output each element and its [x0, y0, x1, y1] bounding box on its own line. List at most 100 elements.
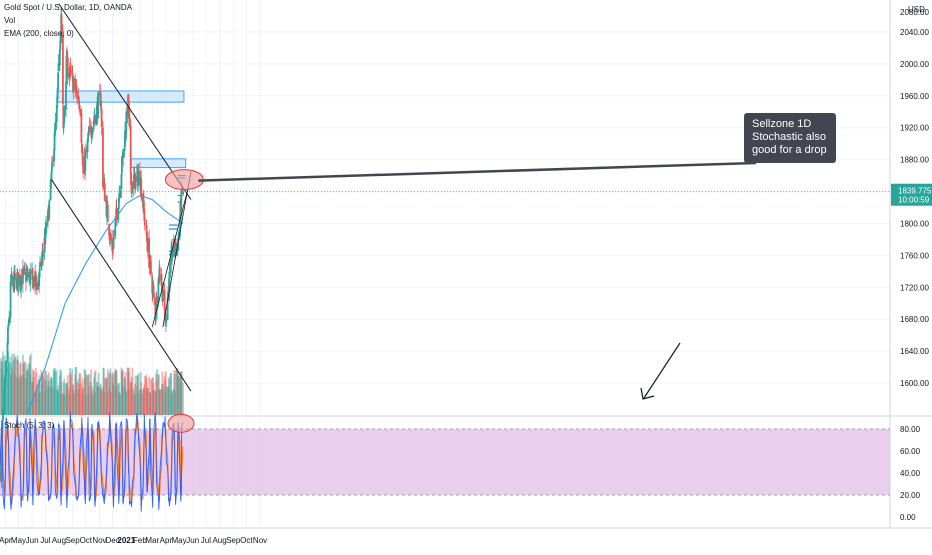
volume-bar — [161, 371, 164, 415]
price-tick-label: 2000.00 — [900, 60, 929, 69]
volume-bar — [17, 360, 19, 415]
volume-bar — [94, 392, 96, 415]
candle-up — [51, 162, 53, 172]
volume-bar — [88, 373, 91, 415]
volume-bar — [124, 389, 127, 415]
volume-bar — [111, 374, 114, 415]
volume-bar — [57, 385, 60, 415]
candle-down — [102, 127, 104, 187]
volume-bar — [0, 358, 1, 415]
volume-bar — [125, 391, 128, 415]
volume-bar — [161, 384, 163, 415]
candle-up — [117, 208, 120, 221]
volume-bar — [150, 379, 152, 415]
volume-bar — [91, 385, 93, 415]
candle-down — [159, 275, 162, 277]
callout-line: Stochastic also — [752, 131, 826, 143]
candle-down — [31, 267, 34, 275]
volume-bar — [158, 389, 161, 415]
volume-bar — [68, 394, 71, 415]
candle-up — [37, 282, 40, 290]
volume-bar — [129, 382, 132, 415]
volume-bar — [69, 367, 71, 415]
volume-bar — [154, 391, 157, 415]
volume-bar — [80, 383, 83, 415]
sellzone-highlight — [164, 169, 204, 191]
volume-bar — [25, 363, 28, 415]
candle-up — [123, 147, 126, 152]
volume-bar — [114, 368, 117, 415]
candle-up — [72, 82, 75, 92]
volume-bar — [14, 357, 16, 415]
volume-bar — [131, 387, 133, 415]
candle-down — [26, 272, 29, 278]
candle-up — [162, 289, 165, 297]
volume-bar — [1, 356, 4, 415]
candle-up — [97, 93, 100, 96]
candle-down — [80, 144, 83, 153]
volume-bar — [94, 370, 97, 415]
volume-bar — [34, 390, 37, 415]
volume-bar — [28, 364, 31, 415]
volume-bar — [85, 374, 88, 415]
volume-bar — [7, 361, 10, 415]
volume-bar — [71, 369, 74, 415]
candle-down — [60, 14, 63, 34]
candle-up — [45, 222, 48, 234]
volume-bar — [63, 394, 66, 415]
sellzone-resistance — [130, 158, 187, 169]
candle-up — [17, 276, 20, 286]
volume-bar — [14, 356, 17, 415]
volume-bar — [93, 372, 96, 415]
candle-down — [32, 277, 35, 287]
candle-down — [69, 69, 72, 73]
volume-bar — [114, 371, 117, 415]
volume-bar — [28, 362, 30, 415]
price-tick-label: 1960.00 — [900, 92, 929, 101]
volume-bar — [86, 376, 89, 415]
candle-down — [108, 223, 111, 236]
candle-up — [29, 271, 32, 273]
volume-bar — [99, 383, 102, 415]
candle-up — [50, 172, 53, 182]
candle-down — [18, 274, 21, 286]
volume-bar — [87, 385, 90, 415]
candle-up — [146, 238, 149, 251]
candle-up — [54, 121, 57, 132]
candle-down — [23, 269, 26, 272]
down-arrow-shaft — [643, 342, 681, 399]
volume-bar — [59, 394, 62, 415]
candle-down — [106, 204, 109, 222]
volume-bar — [31, 382, 34, 415]
volume-bar — [50, 376, 52, 415]
candle-up — [73, 78, 75, 82]
volume-bar — [122, 385, 125, 415]
time-tick-label: Jun — [26, 536, 39, 545]
candle-down — [111, 238, 114, 251]
candle-up — [87, 138, 89, 143]
volume-bar — [80, 394, 83, 415]
volume-bar — [100, 389, 103, 415]
volume-bar — [176, 371, 179, 415]
volume-bar — [120, 367, 123, 415]
candle-up — [165, 317, 168, 322]
time-tick-label: Jul — [201, 536, 211, 545]
candle-up — [10, 280, 12, 283]
time-tick-label: Dec — [106, 536, 120, 545]
volume-bar — [2, 351, 4, 415]
volume-bar — [36, 384, 38, 415]
candle-up — [65, 81, 67, 110]
volume-bar — [52, 369, 55, 415]
candle-up — [114, 221, 117, 237]
volume-bar — [148, 376, 151, 415]
volume-bar — [154, 390, 157, 415]
volume-bar — [65, 386, 68, 415]
volume-bar — [120, 371, 123, 415]
volume-bar — [13, 353, 15, 415]
candle-up — [92, 120, 95, 127]
volume-bar — [159, 389, 162, 415]
volume-bar — [74, 374, 77, 415]
volume-bar — [59, 369, 62, 415]
callout-pointer — [198, 161, 757, 182]
